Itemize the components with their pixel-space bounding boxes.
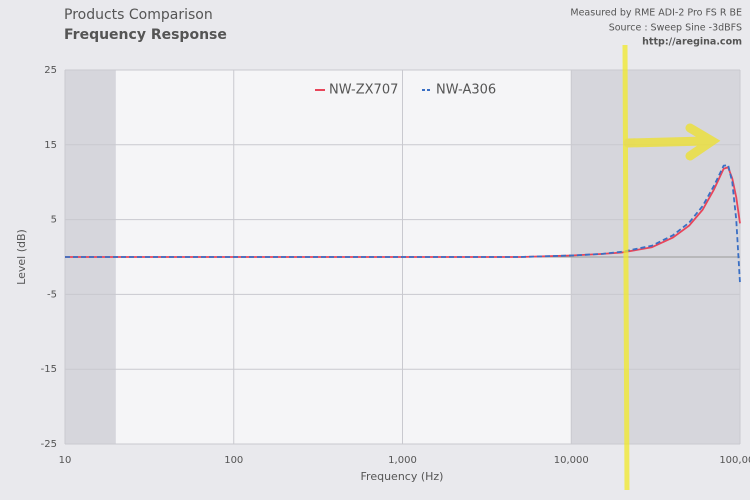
highlight-line [622, 44, 630, 491]
annotation: http://aregina.com [642, 37, 742, 48]
y-tick-label: 25 [44, 65, 57, 76]
y-tick-label: 5 [51, 215, 57, 226]
highlight-annotation [622, 44, 721, 491]
legend-label: NW-A306 [436, 83, 496, 98]
y-tick-label: -15 [41, 364, 57, 375]
x-tick-label: 100,000 [719, 455, 750, 466]
x-tick-label: 10,000 [554, 455, 589, 466]
y-tick-label: 15 [44, 140, 57, 151]
annotation: Measured by RME ADI-2 Pro FS R BE [570, 8, 742, 19]
x-tick-label: 10 [59, 455, 72, 466]
chart-subtitle: Products Comparison [64, 7, 213, 23]
y-tick-label: -25 [41, 439, 57, 450]
highlight-arrow [623, 123, 721, 161]
x-axis-label: Frequency (Hz) [361, 470, 444, 483]
y-axis-label: Level (dB) [15, 229, 28, 285]
chart-title: Frequency Response [64, 27, 227, 43]
y-tick-label: -5 [47, 289, 57, 300]
x-tick-label: 1,000 [388, 455, 417, 466]
legend-label: NW-ZX707 [329, 83, 398, 98]
series-line [65, 163, 741, 284]
annotation: Source : Sweep Sine -3dBFS [609, 23, 742, 34]
x-tick-label: 100 [224, 455, 243, 466]
